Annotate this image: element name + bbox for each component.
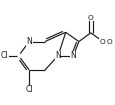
Text: O: O [106, 39, 111, 45]
Text: N: N [26, 37, 32, 46]
Text: Cl: Cl [1, 51, 8, 60]
Text: O: O [99, 39, 105, 45]
Text: N: N [70, 51, 76, 60]
Text: Cl: Cl [25, 85, 33, 94]
Text: O: O [87, 14, 93, 20]
Text: N: N [55, 51, 60, 60]
